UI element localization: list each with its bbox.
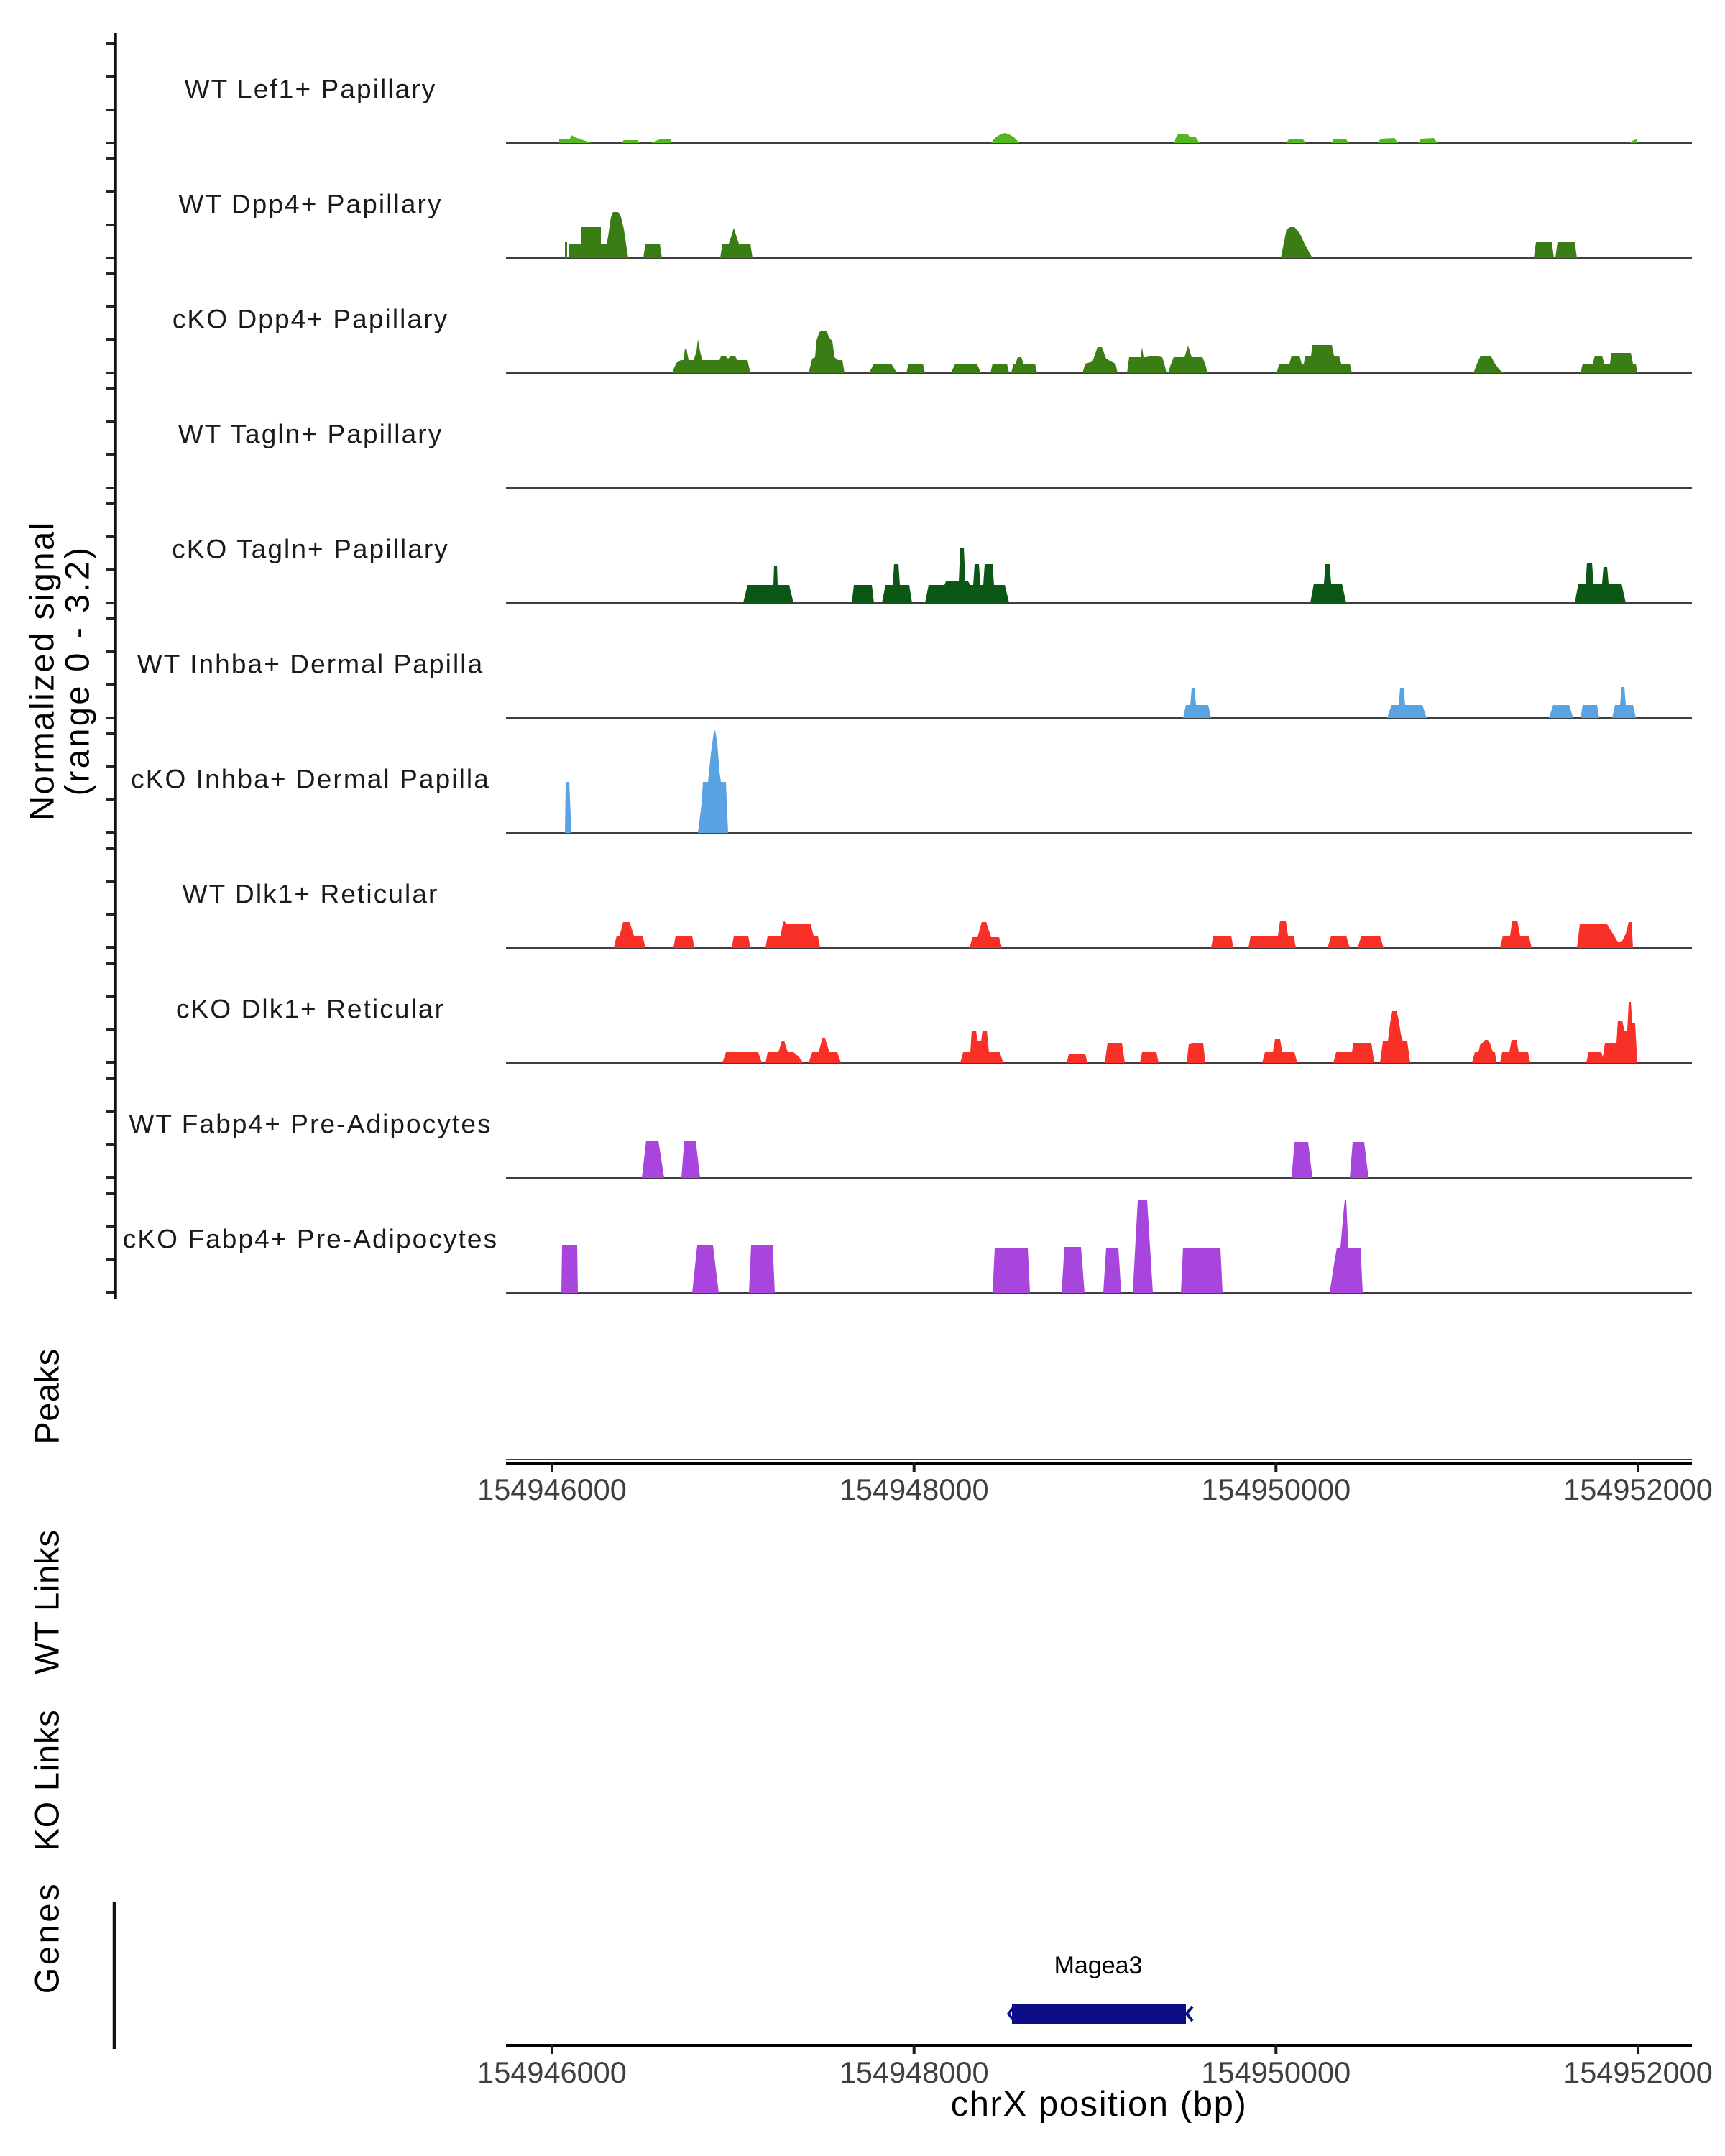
svg-text:Peaks: Peaks	[28, 1348, 66, 1444]
svg-text:KO Links: KO Links	[28, 1709, 66, 1851]
svg-text:Genes: Genes	[28, 1881, 66, 1994]
svg-text:WT Inhba+ Dermal Papilla: WT Inhba+ Dermal Papilla	[137, 650, 484, 679]
svg-text:154950000: 154950000	[1201, 2055, 1351, 2089]
svg-text:154948000: 154948000	[840, 1473, 989, 1506]
svg-text:154948000: 154948000	[840, 2055, 989, 2089]
svg-text:WT Dlk1+ Reticular: WT Dlk1+ Reticular	[183, 880, 439, 909]
svg-text:WT Links: WT Links	[28, 1529, 66, 1674]
svg-text:154952000: 154952000	[1563, 1473, 1713, 1506]
svg-text:cKO Inhba+ Dermal Papilla: cKO Inhba+ Dermal Papilla	[131, 765, 490, 794]
svg-text:chrX position (bp): chrX position (bp)	[951, 2085, 1248, 2124]
svg-text:154946000: 154946000	[477, 1473, 627, 1506]
svg-text:cKO Tagln+ Papillary: cKO Tagln+ Papillary	[172, 535, 449, 564]
svg-text:Magea3: Magea3	[1054, 1952, 1143, 1979]
svg-text:cKO Dlk1+ Reticular: cKO Dlk1+ Reticular	[176, 995, 445, 1024]
svg-text:cKO Dpp4+ Papillary: cKO Dpp4+ Papillary	[172, 305, 448, 334]
svg-text:154952000: 154952000	[1563, 2055, 1713, 2089]
svg-text:154950000: 154950000	[1201, 1473, 1351, 1506]
svg-text:cKO Fabp4+ Pre-Adipocytes: cKO Fabp4+ Pre-Adipocytes	[123, 1225, 498, 1254]
svg-text:WT Lef1+ Papillary: WT Lef1+ Papillary	[185, 75, 437, 104]
svg-text:154946000: 154946000	[477, 2055, 627, 2089]
svg-text:WT Tagln+ Papillary: WT Tagln+ Papillary	[178, 420, 443, 449]
svg-text:(range 0 - 3.2): (range 0 - 3.2)	[58, 545, 96, 796]
svg-text:WT Fabp4+ Pre-Adipocytes: WT Fabp4+ Pre-Adipocytes	[129, 1110, 492, 1139]
svg-text:WT Dpp4+ Papillary: WT Dpp4+ Papillary	[178, 190, 442, 219]
svg-text:Normalized signal: Normalized signal	[23, 520, 61, 821]
